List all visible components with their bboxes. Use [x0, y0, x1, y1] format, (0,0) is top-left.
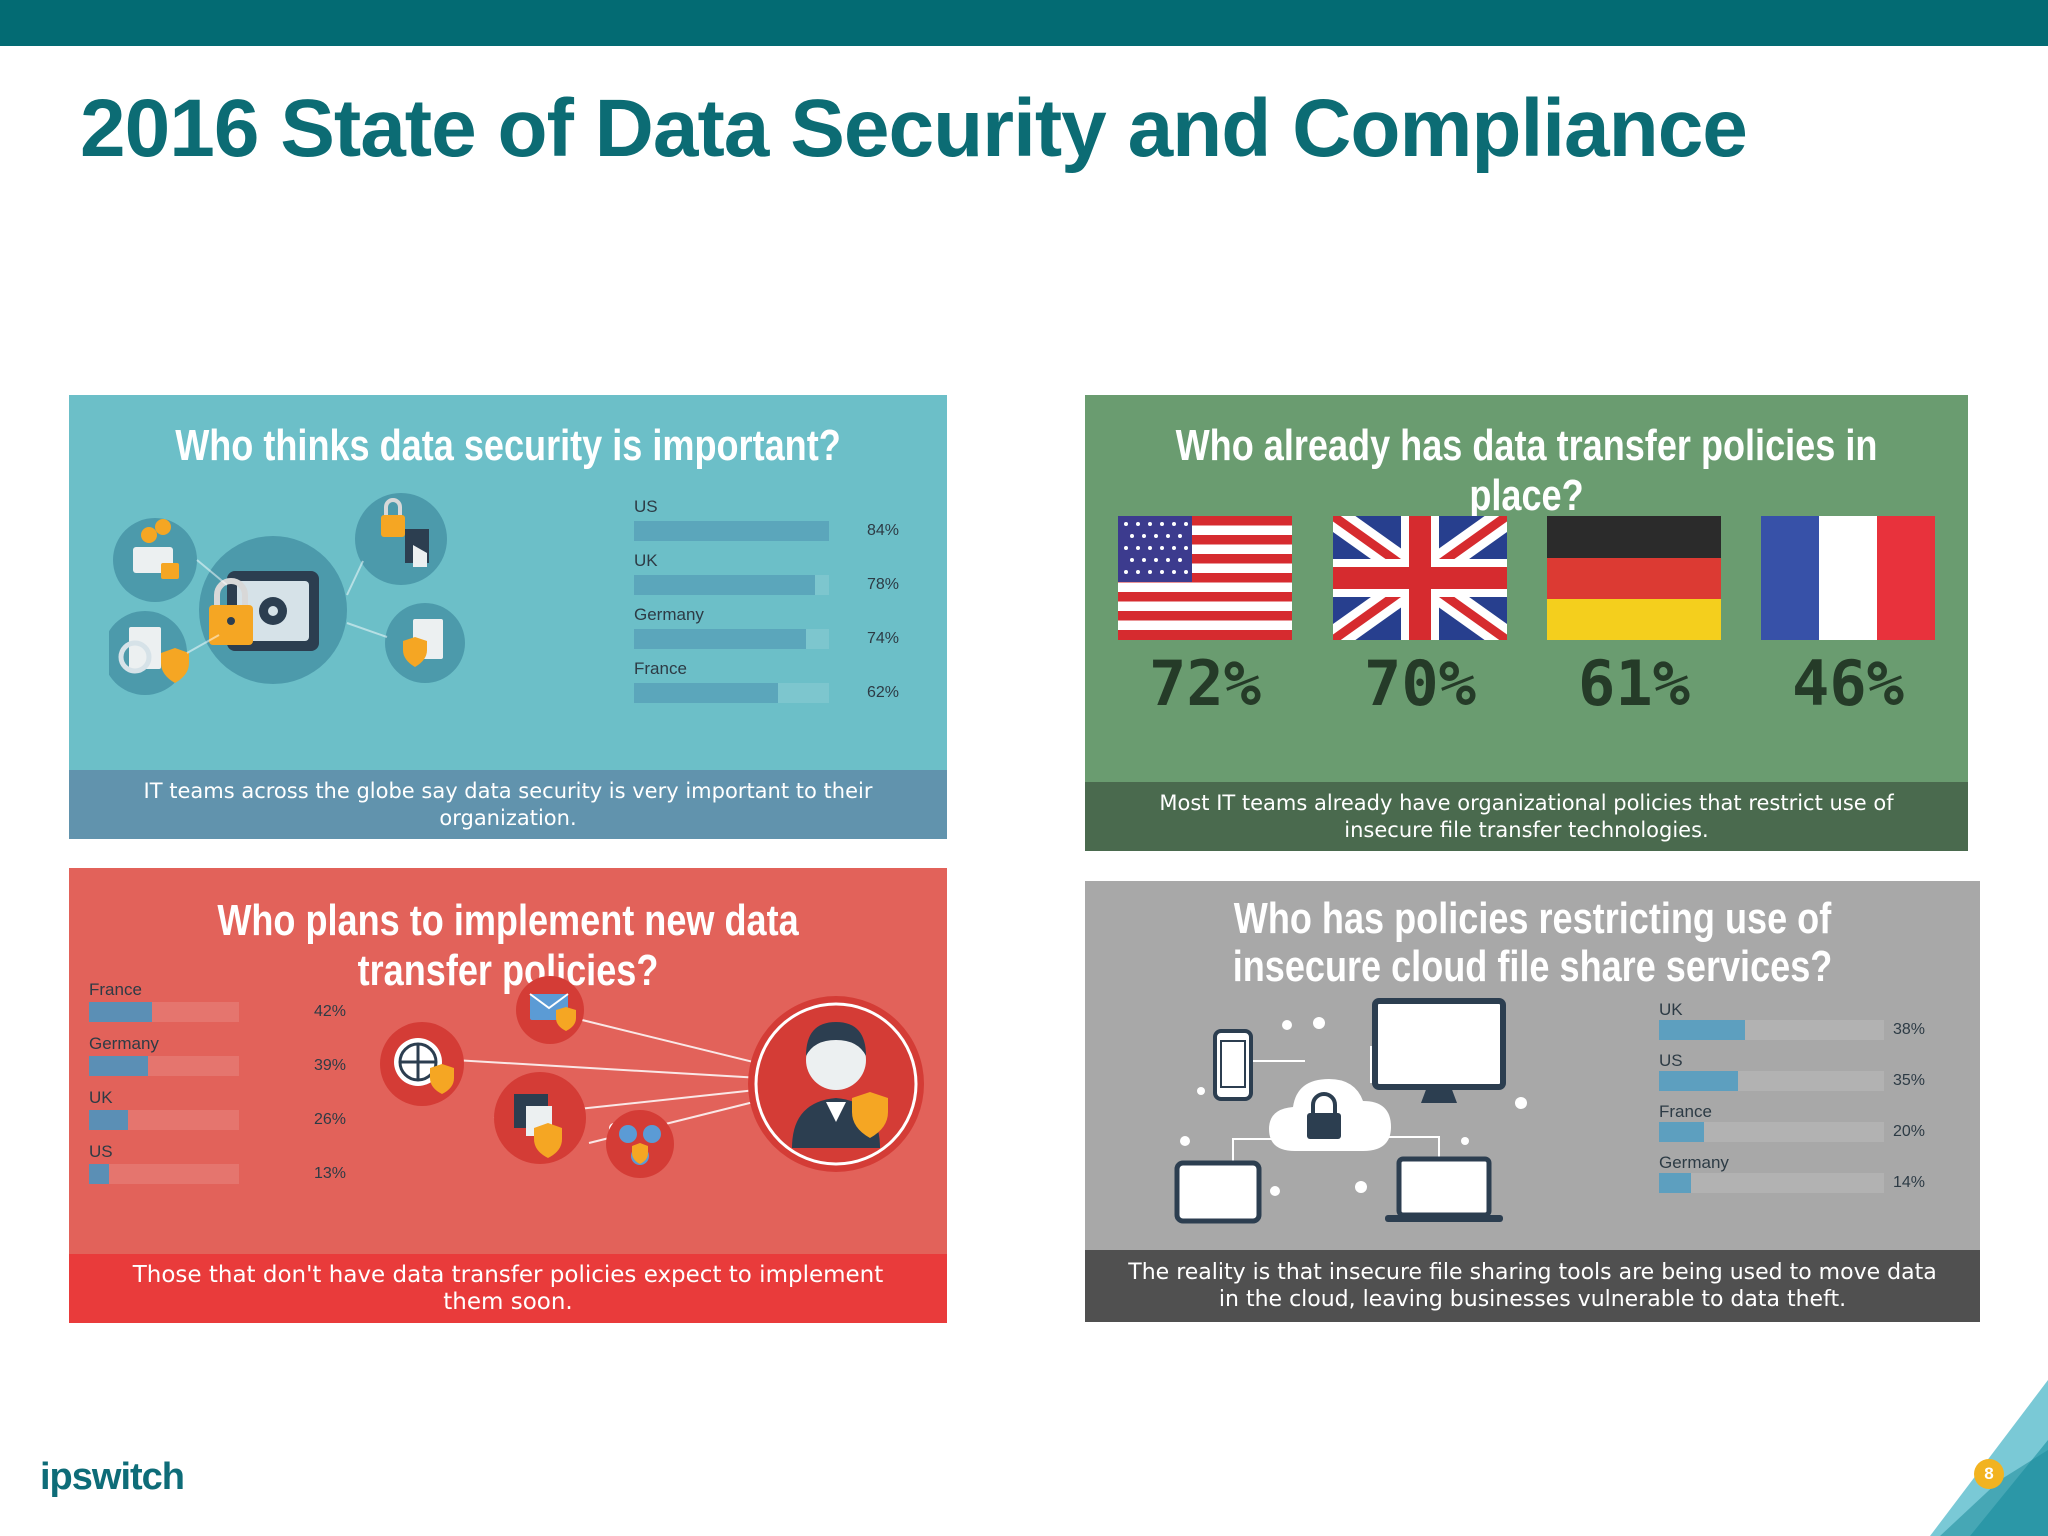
bar-value-label: 13% [314, 1165, 347, 1182]
bar-track [1659, 1020, 1884, 1040]
ipswitch-logo: ipswitch [40, 1456, 185, 1498]
panel-data-security-importance: Who thinks data security is important? [69, 395, 947, 839]
bar-uk [634, 575, 815, 595]
bar-row-us: US 84% [634, 497, 934, 551]
corner-decoration [1930, 1380, 2048, 1536]
bar-row-germany: Germany 39% [89, 1034, 349, 1088]
bar-category-label: Germany [89, 1034, 159, 1053]
flag-us [1118, 516, 1292, 640]
user-shield-network-icon [380, 976, 924, 1178]
bar-germany [634, 629, 806, 649]
bar-row-uk: UK 38% [1659, 1000, 1969, 1051]
bar-value-label: 62% [867, 684, 900, 701]
security-illustration-icon [103, 493, 465, 695]
bar-value-label: 78% [867, 576, 900, 593]
bar-row-us: US 35% [1659, 1051, 1969, 1102]
bar-track [634, 683, 829, 703]
bar-uk [1659, 1020, 1745, 1040]
panel-title: Who thinks data security is important? [175, 421, 841, 470]
bar-value-label: 74% [867, 630, 900, 647]
panel-caption: The reality is that insecure file sharin… [1085, 1250, 1980, 1322]
bar-value-label: 35% [1893, 1072, 1926, 1089]
bar-track [1659, 1173, 1884, 1193]
bar-track [634, 521, 829, 541]
bar-value-label: 38% [1893, 1021, 1926, 1038]
bar-track [634, 575, 829, 595]
security-illustration [103, 485, 649, 705]
slide-title: 2016 State of Data Security and Complian… [80, 83, 1748, 174]
bar-category-label: Germany [634, 605, 704, 624]
bar-row-germany: Germany 14% [1659, 1153, 1969, 1204]
panel-existing-transfer-policies: Who already has data transfer policies i… [1085, 395, 1968, 851]
chart-cloud-share-policies: UK 38% US 35% France 20% Germany 14% [1659, 1000, 1969, 1200]
percent-uk: 70% [1364, 647, 1476, 720]
panel-title: Who already has data transfer policies i… [1175, 421, 1878, 520]
bar-row-france: France 62% [634, 659, 934, 713]
cloud-devices-icon [1174, 998, 1527, 1224]
bar-uk [89, 1110, 128, 1130]
bar-us [634, 521, 829, 541]
bar-france [634, 683, 778, 703]
france-flag-icon [1761, 516, 1935, 640]
bar-row-uk: UK 78% [634, 551, 934, 605]
bar-category-label: US [634, 497, 658, 516]
percent-germany: 61% [1578, 647, 1690, 720]
cloud-devices-illustration [1165, 991, 1565, 1231]
bar-row-france: France 42% [89, 980, 349, 1034]
user-network-illustration [374, 968, 934, 1198]
bar-category-label: UK [634, 551, 658, 570]
bar-row-uk: UK 26% [89, 1088, 349, 1142]
bar-value-label: 42% [314, 1003, 347, 1020]
uk-flag-icon [1325, 505, 1515, 651]
bar-category-label: UK [1659, 1000, 1683, 1019]
panel-caption: Those that don't have data transfer poli… [69, 1254, 947, 1323]
bar-us [1659, 1071, 1738, 1091]
bar-category-label: France [89, 980, 142, 999]
bar-row-us: US 13% [89, 1142, 349, 1196]
chart-planned-policies: France 42% Germany 39% UK 26% US 13% [89, 980, 349, 1184]
percent-us: 72% [1149, 647, 1261, 720]
bar-category-label: Germany [1659, 1153, 1729, 1172]
bar-us [89, 1164, 109, 1184]
chart-security-importance: US 84% UK 78% Germany 74% France 62% [634, 497, 934, 703]
panel-planned-transfer-policies: Who plans to implement new data transfer… [69, 868, 947, 1323]
bar-category-label: US [89, 1142, 113, 1161]
bar-track [89, 1002, 239, 1022]
panel-cloud-share-policies: Who has policies restricting use of inse… [1085, 881, 1980, 1322]
bar-category-label: France [634, 659, 687, 678]
bar-germany [1659, 1173, 1691, 1193]
germany-flag-icon [1547, 516, 1721, 640]
panel-caption: Most IT teams already have organizationa… [1085, 782, 1968, 851]
bar-france [89, 1002, 152, 1022]
bar-track [89, 1056, 239, 1076]
bar-value-label: 20% [1893, 1123, 1926, 1140]
bar-value-label: 84% [867, 522, 900, 539]
bar-category-label: France [1659, 1102, 1712, 1121]
bar-value-label: 26% [314, 1111, 347, 1128]
bar-track [1659, 1122, 1884, 1142]
flag-germany [1547, 516, 1721, 640]
flag-france [1761, 516, 1935, 640]
bar-category-label: US [1659, 1051, 1683, 1070]
flag-uk [1325, 505, 1515, 651]
page-number-badge: 8 [1974, 1459, 2004, 1489]
bar-france [1659, 1122, 1704, 1142]
top-accent-bar [0, 0, 2048, 46]
bar-value-label: 14% [1893, 1174, 1926, 1191]
bar-row-germany: Germany 74% [634, 605, 934, 659]
bar-row-france: France 20% [1659, 1102, 1969, 1153]
bar-track [89, 1164, 239, 1184]
bar-category-label: UK [89, 1088, 113, 1107]
percent-france: 46% [1792, 647, 1904, 720]
panel-title: Who has policies restricting use of inse… [1232, 894, 1833, 991]
panel-caption: IT teams across the globe say data secur… [69, 770, 947, 839]
bar-track [1659, 1071, 1884, 1091]
bar-value-label: 39% [314, 1057, 347, 1074]
panel-title: Who plans to implement new data transfer… [217, 896, 799, 995]
bar-track [634, 629, 829, 649]
bar-germany [89, 1056, 148, 1076]
us-flag-icon [1118, 516, 1292, 640]
bar-track [89, 1110, 239, 1130]
